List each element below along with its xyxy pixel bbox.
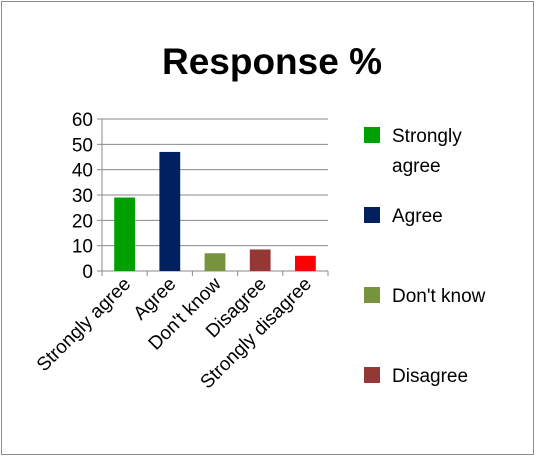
legend: Strongly agree Agree Don't know Disagree [364, 126, 486, 387]
bar [295, 255, 316, 271]
legend-swatch [364, 367, 380, 383]
legend-label: agree [392, 156, 441, 177]
legend-swatch [364, 127, 380, 143]
legend-label: Don't know [392, 286, 486, 307]
legend-label: Disagree [392, 366, 468, 387]
bar [204, 253, 226, 271]
y-tick-label: 30 [72, 186, 93, 207]
y-tick-labels: 0 10 20 30 40 50 60 [72, 110, 93, 283]
y-tick-label: 50 [72, 135, 93, 156]
bar [249, 249, 271, 271]
chart-title: Response % [162, 41, 382, 82]
bar [159, 151, 181, 271]
y-tick-label: 10 [72, 237, 93, 258]
y-tick-label: 0 [82, 262, 93, 283]
bar [114, 197, 135, 271]
y-tick-label: 20 [72, 211, 93, 232]
legend-label: Strongly [392, 126, 462, 147]
y-tick-label: 40 [72, 161, 93, 182]
legend-label: Agree [392, 206, 443, 227]
x-tick-label: Strongly agree [33, 274, 135, 376]
legend-swatch [364, 207, 380, 223]
bars [114, 151, 316, 271]
y-tick-label: 60 [72, 110, 93, 131]
legend-swatch [364, 287, 380, 303]
gridlines [102, 118, 328, 247]
